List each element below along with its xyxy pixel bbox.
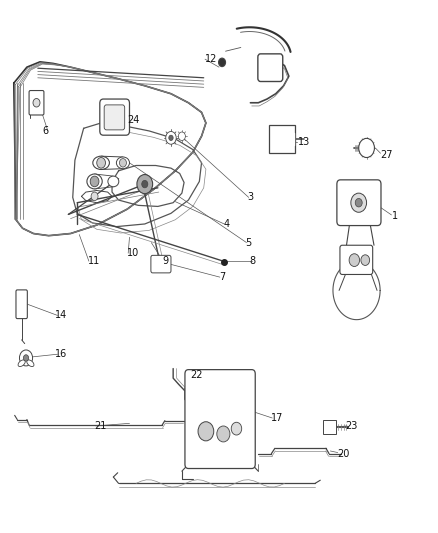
Circle shape bbox=[219, 58, 226, 67]
Text: 24: 24 bbox=[127, 115, 140, 125]
Text: 27: 27 bbox=[381, 150, 393, 160]
Circle shape bbox=[23, 355, 28, 361]
Text: 6: 6 bbox=[42, 126, 48, 136]
Text: 12: 12 bbox=[205, 54, 217, 64]
FancyBboxPatch shape bbox=[104, 105, 125, 130]
Circle shape bbox=[231, 422, 242, 435]
Text: 9: 9 bbox=[162, 256, 168, 266]
Circle shape bbox=[91, 192, 98, 200]
Text: 11: 11 bbox=[88, 256, 100, 266]
Text: 5: 5 bbox=[245, 238, 251, 247]
Circle shape bbox=[359, 139, 374, 158]
Ellipse shape bbox=[108, 176, 119, 187]
Text: 21: 21 bbox=[95, 421, 107, 431]
Ellipse shape bbox=[87, 174, 102, 189]
Circle shape bbox=[137, 174, 152, 193]
Text: 8: 8 bbox=[250, 256, 256, 266]
Circle shape bbox=[169, 135, 173, 141]
FancyBboxPatch shape bbox=[29, 91, 44, 115]
FancyBboxPatch shape bbox=[269, 125, 295, 153]
Text: 10: 10 bbox=[127, 248, 140, 258]
Ellipse shape bbox=[27, 360, 34, 367]
Circle shape bbox=[142, 180, 148, 188]
Text: 23: 23 bbox=[346, 421, 358, 431]
Circle shape bbox=[349, 254, 360, 266]
Text: 22: 22 bbox=[191, 370, 203, 381]
Circle shape bbox=[351, 193, 367, 212]
Ellipse shape bbox=[117, 157, 130, 168]
Circle shape bbox=[90, 176, 99, 187]
Circle shape bbox=[178, 132, 185, 141]
Text: 14: 14 bbox=[55, 310, 67, 320]
FancyBboxPatch shape bbox=[340, 245, 373, 274]
FancyBboxPatch shape bbox=[100, 99, 130, 135]
Text: 4: 4 bbox=[223, 219, 230, 229]
Ellipse shape bbox=[93, 156, 110, 169]
Text: 13: 13 bbox=[297, 136, 310, 147]
FancyBboxPatch shape bbox=[151, 255, 171, 273]
Circle shape bbox=[198, 422, 214, 441]
FancyBboxPatch shape bbox=[323, 420, 336, 434]
Circle shape bbox=[19, 350, 32, 366]
Circle shape bbox=[97, 158, 106, 168]
Text: 7: 7 bbox=[219, 272, 225, 282]
FancyBboxPatch shape bbox=[185, 369, 255, 469]
Text: 1: 1 bbox=[392, 211, 398, 221]
FancyBboxPatch shape bbox=[258, 54, 283, 82]
Text: 3: 3 bbox=[247, 192, 254, 203]
Circle shape bbox=[355, 198, 362, 207]
FancyBboxPatch shape bbox=[337, 180, 381, 225]
Circle shape bbox=[217, 426, 230, 442]
Text: 20: 20 bbox=[337, 449, 349, 458]
Circle shape bbox=[361, 255, 370, 265]
Circle shape bbox=[33, 99, 40, 107]
FancyBboxPatch shape bbox=[16, 290, 27, 319]
Ellipse shape bbox=[18, 360, 25, 367]
Text: 16: 16 bbox=[55, 349, 67, 359]
Circle shape bbox=[120, 159, 127, 167]
Circle shape bbox=[166, 132, 176, 144]
Text: 17: 17 bbox=[272, 413, 284, 423]
